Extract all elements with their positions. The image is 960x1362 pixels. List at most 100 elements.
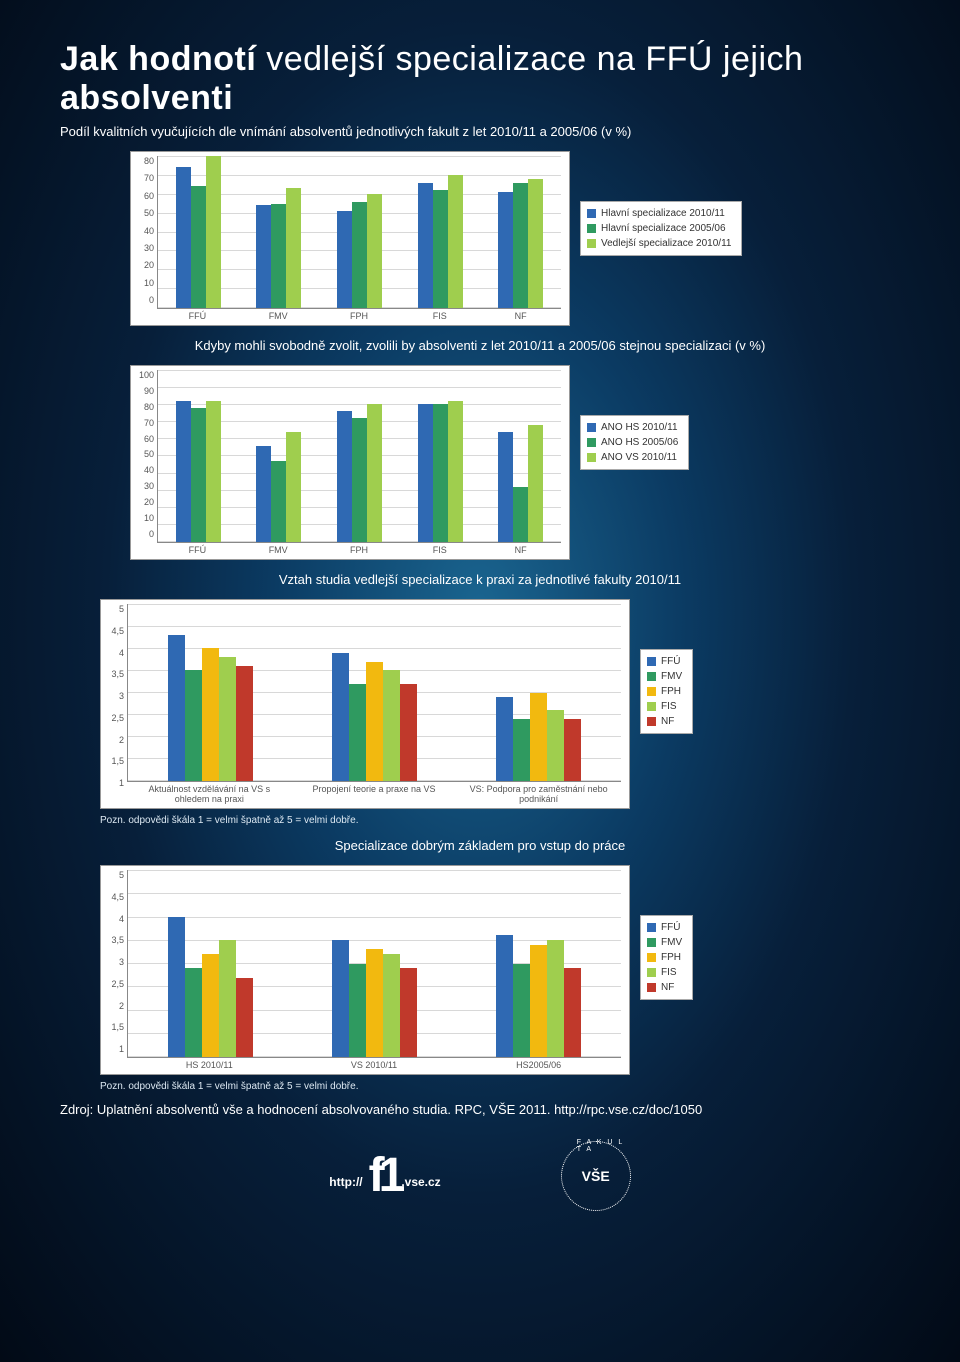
bar	[367, 404, 382, 542]
legend-swatch	[647, 938, 656, 947]
bar	[418, 404, 433, 542]
y-tick: 40	[137, 465, 154, 475]
y-tick: 20	[137, 260, 154, 270]
bar	[271, 204, 286, 309]
y-tick: 10	[137, 278, 154, 288]
x-axis: Aktuálnost vzdělávání na VS s ohledem na…	[127, 782, 621, 808]
bar	[271, 461, 286, 542]
x-label: FFÚ	[157, 545, 238, 555]
y-tick: 60	[137, 191, 154, 201]
y-tick: 3,5	[107, 935, 124, 945]
bar-group	[418, 370, 463, 542]
bar	[498, 192, 513, 308]
legend-item: Hlavní specializace 2005/06	[587, 223, 731, 234]
legend-swatch	[587, 209, 596, 218]
y-tick: 1,5	[107, 756, 124, 766]
y-tick: 50	[137, 449, 154, 459]
bar-group	[337, 156, 382, 308]
bar	[528, 425, 543, 542]
legend-swatch	[587, 239, 596, 248]
seal: F A K U L T A VŠE	[561, 1141, 631, 1211]
y-tick: 1,5	[107, 1022, 124, 1032]
legend-label: NF	[661, 716, 674, 727]
bar-group	[332, 604, 417, 781]
bar	[433, 190, 448, 308]
chart3: 11,522,533,544,55Aktuálnost vzdělávání n…	[100, 599, 630, 809]
legend-label: FMV	[661, 671, 682, 682]
bar	[496, 697, 513, 781]
y-tick: 80	[137, 402, 154, 412]
bar	[206, 156, 221, 308]
legend-item: ANO VS 2010/11	[587, 452, 678, 463]
bar	[168, 635, 185, 781]
y-tick: 2,5	[107, 713, 124, 723]
legend-label: FFÚ	[661, 922, 680, 933]
bar	[256, 205, 271, 308]
legend-item: NF	[647, 982, 682, 993]
bar	[202, 648, 219, 781]
bar	[332, 653, 349, 781]
chart3-block: 11,522,533,544,55Aktuálnost vzdělávání n…	[100, 599, 900, 809]
legend-item: FFÚ	[647, 656, 682, 667]
x-label: VS 2010/11	[292, 1060, 457, 1070]
legend-label: FPH	[661, 952, 681, 963]
plot-area	[127, 870, 621, 1058]
legend-label: FFÚ	[661, 656, 680, 667]
bar-group	[168, 870, 253, 1057]
bar	[433, 404, 448, 542]
x-label: Propojení teorie a praxe na VS	[299, 784, 449, 804]
caption-4: Specializace dobrým základem pro vstup d…	[60, 838, 900, 853]
title-bold-2: absolventi	[60, 79, 233, 117]
y-tick: 1	[107, 1044, 124, 1054]
y-axis: 01020304050607080	[131, 152, 157, 325]
chart3-legend: FFÚFMVFPHFISNF	[640, 649, 693, 734]
y-tick: 60	[137, 434, 154, 444]
legend-swatch	[647, 702, 656, 711]
x-label: FFÚ	[157, 311, 238, 321]
bar-group	[496, 604, 581, 781]
y-tick: 2	[107, 1001, 124, 1011]
bar-group	[256, 156, 301, 308]
logo-f1: http:// f1 .vse.cz	[329, 1157, 440, 1195]
legend-label: ANO HS 2010/11	[601, 422, 678, 433]
bar	[498, 432, 513, 542]
y-tick: 5	[107, 870, 124, 880]
y-tick: 0	[137, 529, 154, 539]
chart2-legend: ANO HS 2010/11 ANO HS 2005/06 ANO VS 2010/…	[580, 415, 689, 470]
y-tick: 4	[107, 648, 124, 658]
chart1-block: 01020304050607080FFÚFMVFPHFISNF Hlavní s…	[130, 151, 900, 326]
y-tick: 40	[137, 226, 154, 236]
x-label: NF	[480, 311, 561, 321]
y-axis: 11,522,533,544,55	[101, 600, 127, 808]
bar	[349, 684, 366, 781]
y-axis: 0102030405060708090100	[131, 366, 157, 559]
plot-area	[127, 604, 621, 782]
bar	[332, 940, 349, 1057]
bar	[496, 935, 513, 1057]
logo-http: http://	[329, 1175, 362, 1189]
legend-label: NF	[661, 982, 674, 993]
bar	[547, 710, 564, 781]
legend-swatch	[647, 672, 656, 681]
y-tick: 50	[137, 208, 154, 218]
legend-label: ANO HS 2005/06	[601, 437, 678, 448]
bar-group	[332, 870, 417, 1057]
bar	[513, 719, 530, 781]
y-tick: 20	[137, 497, 154, 507]
bar	[185, 670, 202, 781]
y-tick: 10	[137, 513, 154, 523]
bar	[286, 432, 301, 542]
legend-item: FPH	[647, 952, 682, 963]
page: Jak hodnotí vedlejší specializace na FFÚ…	[0, 0, 960, 1241]
bar	[236, 666, 253, 781]
legend-swatch	[587, 224, 596, 233]
y-tick: 3	[107, 691, 124, 701]
y-tick: 100	[137, 370, 154, 380]
y-tick: 3	[107, 957, 124, 967]
legend-swatch	[587, 453, 596, 462]
x-label: FMV	[238, 311, 319, 321]
legend-item: ANO HS 2005/06	[587, 437, 678, 448]
bar-group	[498, 156, 543, 308]
y-tick: 1	[107, 778, 124, 788]
caption-2: Kdyby mohli svobodně zvolit, zvolili by …	[60, 338, 900, 353]
